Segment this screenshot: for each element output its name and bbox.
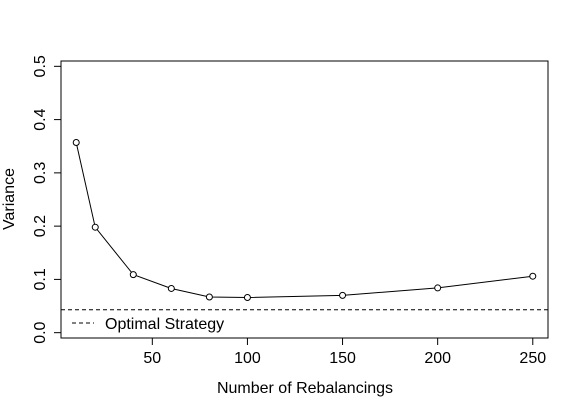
axes-layer: 50 100 150 200 250 0.0 0.1 0.2 0.3 0.4 0.5 xyxy=(32,55,549,367)
data-point-150 xyxy=(339,291,347,299)
legend-label-optimal-strategy: Optimal Strategy xyxy=(105,316,224,333)
x-axis-label: Number of Rebalancings xyxy=(217,380,393,397)
x-tick-label-100: 100 xyxy=(234,350,261,367)
data-point-40 xyxy=(129,271,137,279)
data-point-100 xyxy=(243,294,251,302)
y-tick-label-0.2: 0.2 xyxy=(32,215,49,237)
data-point-250 xyxy=(529,272,537,280)
y-tick-label-0.3: 0.3 xyxy=(32,162,49,184)
data-point-60 xyxy=(167,284,175,292)
data-point-10 xyxy=(72,139,80,147)
y-axis-label: Variance xyxy=(1,168,18,230)
y-tick-label-0.0: 0.0 xyxy=(32,321,49,343)
x-tick-label-50: 50 xyxy=(143,350,161,367)
y-tick-label-0.1: 0.1 xyxy=(32,268,49,290)
legend: Optimal Strategy xyxy=(72,316,224,333)
x-tick-label-150: 150 xyxy=(329,350,356,367)
x-tick-label-200: 200 xyxy=(424,350,451,367)
marks-layer xyxy=(61,139,548,311)
x-tick-label-250: 250 xyxy=(519,350,546,367)
y-tick-label-0.5: 0.5 xyxy=(32,55,49,77)
data-point-20 xyxy=(91,223,99,231)
variance-series-line xyxy=(75,142,533,299)
y-tick-label-0.4: 0.4 xyxy=(32,108,49,130)
data-point-200 xyxy=(434,284,442,292)
data-point-80 xyxy=(205,293,213,301)
